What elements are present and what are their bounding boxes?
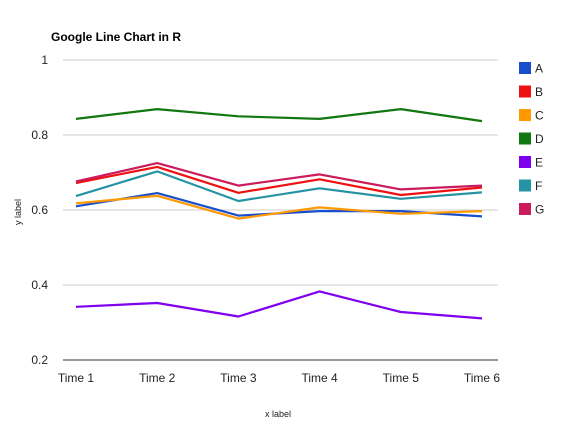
x-tick-label: Time 5 <box>383 371 420 385</box>
legend-swatch-e <box>519 156 531 168</box>
legend-swatch-d <box>519 132 531 145</box>
y-axis-label: y label <box>13 199 23 225</box>
x-axis-label: x label <box>265 409 291 419</box>
legend-label-f: F <box>535 179 542 193</box>
y-tick-label: 1 <box>41 53 48 67</box>
legend-swatch-f <box>519 179 531 192</box>
legend-swatch-a <box>519 62 531 74</box>
legend-label-e: E <box>535 156 543 170</box>
x-tick-label: Time 1 <box>58 371 95 385</box>
x-tick-label: Time 4 <box>301 371 338 385</box>
x-tick-label: Time 2 <box>139 371 176 385</box>
series-line-d <box>75 107 483 123</box>
series-line-c <box>75 194 483 220</box>
series-line-f <box>75 170 483 203</box>
x-tick-label: Time 3 <box>220 371 257 385</box>
legend-label-c: C <box>535 109 544 123</box>
series-line-g <box>75 162 483 191</box>
x-axis-ticks: Time 1 Time 2 Time 3 Time 4 Time 5 Time 6 <box>58 371 501 385</box>
legend-label-g: G <box>535 203 544 217</box>
legend-label-a: A <box>535 62 543 76</box>
chart-title: Google Line Chart in R <box>51 30 181 44</box>
y-tick-label: 0.2 <box>31 353 48 367</box>
gridlines <box>63 59 498 361</box>
y-tick-label: 0.6 <box>31 203 48 217</box>
series-line-e <box>75 290 483 320</box>
y-tick-label: 0.4 <box>31 278 48 292</box>
series-lines <box>75 107 483 320</box>
legend-label-b: B <box>535 85 543 99</box>
series-line-b <box>75 165 483 197</box>
legend-swatch-c <box>519 109 531 121</box>
legend-swatch-b <box>519 85 531 98</box>
legend-swatch-g <box>519 203 531 215</box>
x-tick-label: Time 6 <box>464 371 501 385</box>
legend-label-d: D <box>535 132 544 146</box>
y-tick-label: 0.8 <box>31 128 48 142</box>
y-axis-ticks: 0.2 0.4 0.6 0.8 1 <box>31 53 48 367</box>
